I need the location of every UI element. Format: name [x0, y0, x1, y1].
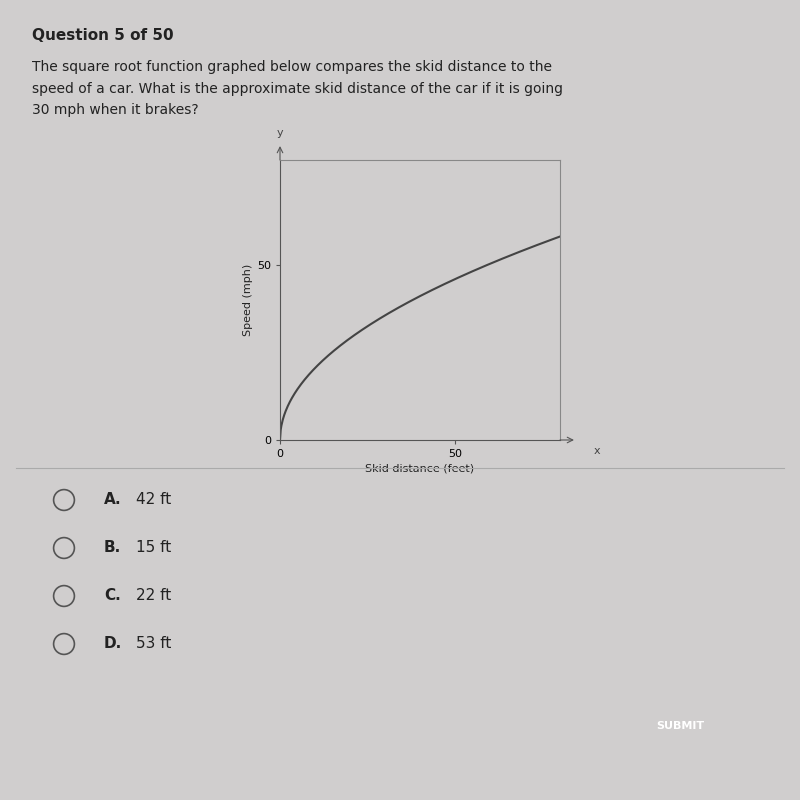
Text: x: x	[594, 446, 600, 456]
Text: A.: A.	[104, 493, 122, 507]
Text: 53 ft: 53 ft	[136, 637, 171, 651]
Text: 42 ft: 42 ft	[136, 493, 171, 507]
Text: The square root function graphed below compares the skid distance to the: The square root function graphed below c…	[32, 60, 552, 74]
Text: D.: D.	[104, 637, 122, 651]
Text: 15 ft: 15 ft	[136, 541, 171, 555]
Text: B.: B.	[104, 541, 122, 555]
Text: speed of a car. What is the approximate skid distance of the car if it is going: speed of a car. What is the approximate …	[32, 82, 563, 96]
Text: 22 ft: 22 ft	[136, 589, 171, 603]
Text: C.: C.	[104, 589, 121, 603]
Text: 30 mph when it brakes?: 30 mph when it brakes?	[32, 103, 198, 118]
Text: y: y	[277, 127, 283, 138]
Y-axis label: Speed (mph): Speed (mph)	[243, 264, 253, 336]
Text: SUBMIT: SUBMIT	[656, 721, 704, 731]
Text: Question 5 of 50: Question 5 of 50	[32, 28, 174, 43]
X-axis label: Skid distance (feet): Skid distance (feet)	[366, 463, 474, 473]
